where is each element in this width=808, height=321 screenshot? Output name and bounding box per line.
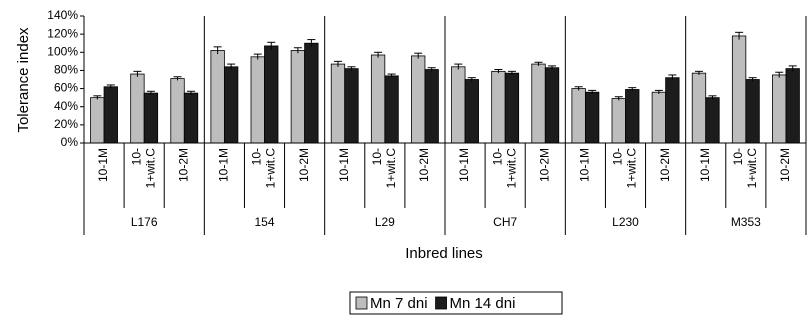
bar bbox=[210, 50, 225, 144]
y-axis-title: Tolerance index bbox=[15, 27, 32, 133]
x-tick-label: 10- bbox=[250, 148, 264, 165]
bar bbox=[103, 86, 118, 144]
x-tick-label: 1+wit.C bbox=[745, 148, 759, 189]
x-tick-label: 10-2M bbox=[176, 148, 190, 182]
x-tick-label: 10-1M bbox=[578, 148, 592, 182]
group-label: M353 bbox=[731, 215, 761, 229]
bar bbox=[651, 91, 667, 144]
x-axis: 10-1M 10- 1+wit.C 10-2M 10-1M 10- 1+wit.C 10-2M… bbox=[83, 16, 807, 235]
bar bbox=[330, 63, 346, 144]
bar bbox=[705, 97, 720, 144]
x-tick-label: 10-2M bbox=[297, 148, 311, 182]
x-tick-label: 10- bbox=[129, 148, 143, 165]
bar bbox=[304, 42, 319, 144]
bar bbox=[370, 54, 386, 144]
x-tick-label: 10-1M bbox=[337, 148, 351, 182]
x-tick-label: 1+wit.C bbox=[504, 148, 518, 189]
x-tick-label: 10-1M bbox=[96, 148, 110, 182]
legend-entry: Mn 14 dni bbox=[450, 295, 516, 312]
x-tick-label: 10-2M bbox=[778, 148, 792, 182]
bar bbox=[571, 88, 586, 144]
bar bbox=[745, 79, 760, 144]
x-tick-label: 10-2M bbox=[417, 148, 431, 182]
y-tick-label: 120% bbox=[47, 26, 78, 40]
legend-entry: Mn 7 dni bbox=[370, 295, 428, 312]
legend-swatch bbox=[355, 296, 368, 310]
x-tick-label: 10-1M bbox=[457, 148, 471, 182]
y-tick-label: 60% bbox=[54, 81, 78, 95]
x-tick-label: 1+wit.C bbox=[143, 148, 157, 189]
legend: Mn 7 dni Mn 14 dni bbox=[349, 291, 563, 315]
y-tick-label: 100% bbox=[47, 44, 78, 58]
bar bbox=[691, 72, 707, 144]
group-label: L230 bbox=[612, 215, 639, 229]
bar bbox=[264, 45, 279, 144]
bar bbox=[90, 97, 105, 144]
bar bbox=[223, 66, 239, 144]
bar bbox=[411, 55, 426, 144]
x-tick-label: 10- bbox=[731, 148, 745, 165]
x-tick-label: 1+wit.C bbox=[384, 148, 398, 189]
bar bbox=[424, 69, 439, 144]
group-label: L176 bbox=[131, 215, 158, 229]
x-tick-label: 10- bbox=[370, 148, 384, 165]
x-tick-label: 10- bbox=[611, 148, 625, 165]
x-tick-label: 10- bbox=[490, 148, 504, 165]
y-tick-label: 80% bbox=[54, 63, 78, 77]
x-tick-label: 1+wit.C bbox=[625, 148, 639, 189]
bar bbox=[584, 91, 600, 144]
bar bbox=[504, 72, 520, 144]
group-label: 154 bbox=[254, 215, 274, 229]
bar bbox=[531, 63, 546, 144]
group-label: L29 bbox=[375, 215, 395, 229]
y-tick-label: 0% bbox=[61, 135, 79, 149]
x-axis-title: Inbred lines bbox=[405, 245, 483, 262]
bar bbox=[250, 56, 265, 144]
bar bbox=[170, 78, 185, 144]
x-tick-label: 10-1M bbox=[217, 148, 231, 182]
y-tick-label: 40% bbox=[54, 99, 78, 113]
bar bbox=[731, 35, 747, 144]
x-tick-label: 10-1M bbox=[698, 148, 712, 182]
bar bbox=[665, 77, 680, 144]
bar bbox=[464, 79, 479, 144]
bar bbox=[544, 67, 560, 144]
y-tick-label: 20% bbox=[54, 117, 78, 131]
bar bbox=[611, 98, 626, 144]
bar bbox=[130, 73, 145, 144]
x-tick-label: 10-2M bbox=[658, 148, 672, 182]
bar bbox=[384, 75, 399, 144]
y-tick-label: 140% bbox=[47, 8, 78, 22]
bar bbox=[143, 92, 159, 144]
group-label: CH7 bbox=[493, 215, 517, 229]
bar bbox=[491, 70, 506, 144]
x-tick-label: 10-2M bbox=[537, 148, 551, 182]
bar bbox=[772, 74, 787, 144]
x-tick-label: 1+wit.C bbox=[264, 148, 278, 189]
bar bbox=[451, 66, 466, 144]
bar bbox=[183, 92, 199, 144]
bar bbox=[625, 89, 640, 144]
bar bbox=[344, 68, 359, 144]
legend-swatch bbox=[435, 296, 447, 310]
legend-box bbox=[349, 291, 563, 315]
bar bbox=[290, 50, 306, 144]
plot-area bbox=[90, 31, 800, 144]
y-axis: 0% 20% 40% 60% 80% 100% 120% 140% bbox=[47, 8, 85, 149]
bar bbox=[785, 68, 800, 144]
